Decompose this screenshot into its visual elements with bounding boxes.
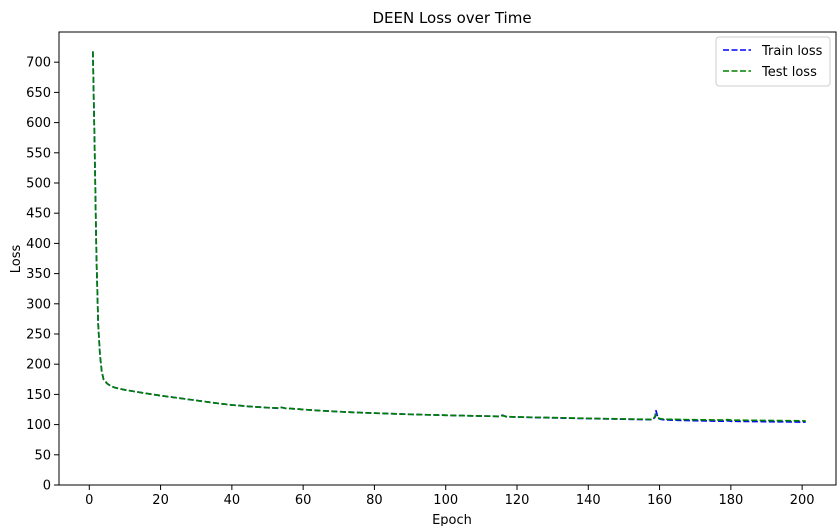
x-tick-label: 140 <box>576 493 601 508</box>
y-tick-label: 200 <box>26 358 51 373</box>
y-tick-label: 0 <box>43 479 51 494</box>
plot-area-frame <box>58 31 837 486</box>
x-axis-label: Epoch <box>432 513 472 526</box>
x-tick-label: 20 <box>152 493 169 508</box>
y-tick-label: 300 <box>26 297 51 312</box>
x-tick-label: 160 <box>647 493 672 508</box>
y-axis-ticks: 0 50 100 150 200 250 300 350 400 450 500 550 600 650 7… <box>26 56 59 494</box>
y-axis-label: Loss <box>9 245 24 274</box>
y-tick-label: 550 <box>26 146 51 161</box>
x-tick-label: 0 <box>85 493 93 508</box>
y-tick-label: 50 <box>34 448 51 463</box>
legend: Train loss Test loss <box>715 36 831 87</box>
y-tick-label: 400 <box>26 237 51 252</box>
y-tick-label: 350 <box>26 267 51 282</box>
x-tick-label: 100 <box>433 493 458 508</box>
y-tick-label: 500 <box>26 177 51 192</box>
series-line-test-loss <box>92 51 806 422</box>
x-tick-label: 60 <box>295 493 312 508</box>
y-tick-label: 250 <box>26 328 51 343</box>
y-tick-label: 700 <box>26 56 51 71</box>
y-tick-label: 650 <box>26 86 51 101</box>
legend-label-test-loss: Test loss <box>761 65 817 80</box>
y-tick-label: 100 <box>26 418 51 433</box>
legend-label-train-loss: Train loss <box>761 44 823 59</box>
y-tick-label: 600 <box>26 116 51 131</box>
chart-title: DEEN Loss over Time <box>372 9 531 27</box>
series-layer <box>92 51 806 423</box>
y-tick-label: 450 <box>26 207 51 222</box>
y-tick-label: 150 <box>26 388 51 403</box>
x-axis-ticks: 0 20 40 60 80 100 120 140 160 180 200 <box>85 485 815 508</box>
x-tick-label: 120 <box>505 493 530 508</box>
x-tick-label: 80 <box>366 493 383 508</box>
x-tick-label: 40 <box>224 493 241 508</box>
x-tick-label: 200 <box>790 493 815 508</box>
x-tick-label: 180 <box>718 493 743 508</box>
